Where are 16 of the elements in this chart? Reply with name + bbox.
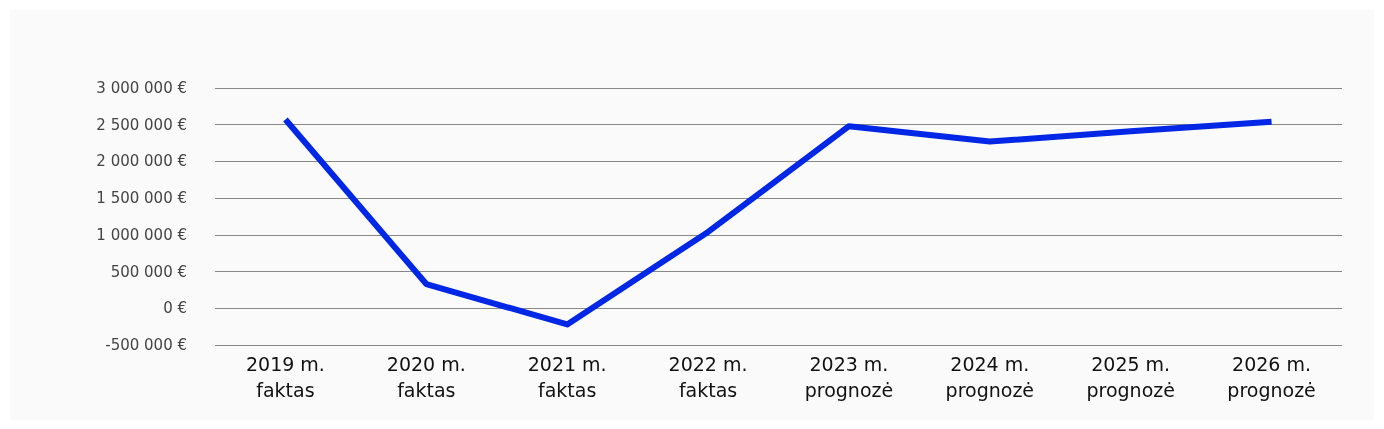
x-tick-label: 2026 m. prognozė bbox=[1227, 353, 1316, 401]
y-tick-label: 1 000 000 € bbox=[96, 225, 187, 244]
y-tick-label: 3 000 000 € bbox=[96, 79, 187, 97]
x-tick-label: 2019 m. faktas bbox=[245, 353, 325, 401]
x-tick-label: 2023 m. prognozė bbox=[804, 353, 894, 401]
x-tick-label: 2022 m. faktas bbox=[668, 353, 748, 401]
y-tick-label: -500 000 € bbox=[105, 336, 187, 354]
y-tick-label: 500 000 € bbox=[110, 262, 187, 281]
y-tick-label: 2 000 000 € bbox=[96, 152, 187, 171]
x-tick-label: 2020 m. faktas bbox=[386, 353, 466, 401]
x-tick-label: 2025 m. prognozė bbox=[1086, 353, 1175, 401]
x-tick-label: 2024 m. prognozė bbox=[945, 353, 1035, 401]
x-tick-label: 2021 m. faktas bbox=[527, 353, 607, 401]
y-tick-label: 1 500 000 € bbox=[96, 189, 187, 208]
y-tick-label: 2 500 000 € bbox=[96, 115, 187, 134]
y-tick-label: 0 € bbox=[163, 299, 187, 318]
